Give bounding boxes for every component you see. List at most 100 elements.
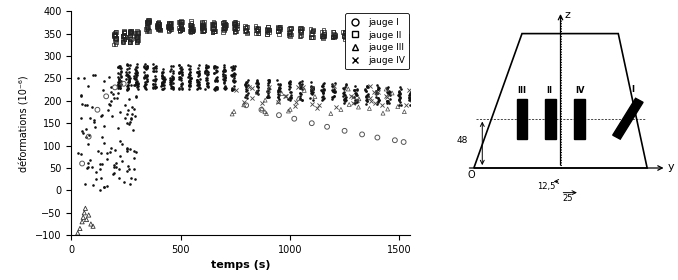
Point — [142, 25, 153, 30]
Point — [316, 29, 327, 34]
Point — [306, 87, 317, 92]
Point — [404, 98, 415, 102]
Point — [152, 24, 163, 28]
Point — [283, 33, 294, 37]
Point — [318, 27, 329, 32]
Point — [197, 21, 207, 25]
Point — [340, 95, 351, 99]
Point — [243, 85, 254, 90]
Point — [339, 129, 350, 133]
Point — [376, 102, 387, 107]
Point — [360, 30, 371, 34]
Point — [218, 26, 228, 31]
Point — [163, 24, 174, 28]
Point — [296, 28, 307, 32]
Point — [95, 162, 106, 166]
Point — [186, 22, 197, 27]
Point — [109, 31, 120, 35]
Point — [380, 94, 391, 98]
Point — [167, 87, 178, 92]
Point — [307, 87, 318, 91]
Point — [147, 85, 158, 89]
Point — [121, 149, 132, 153]
Point — [174, 63, 184, 67]
Point — [150, 74, 161, 78]
Point — [142, 24, 153, 29]
Point — [252, 91, 262, 95]
Point — [241, 28, 252, 33]
Point — [275, 86, 285, 90]
Point — [403, 33, 414, 38]
Point — [176, 82, 187, 87]
Point — [125, 34, 136, 39]
Point — [349, 33, 360, 37]
Point — [117, 34, 128, 38]
Point — [295, 26, 306, 31]
Point — [406, 101, 417, 106]
Point — [384, 37, 395, 41]
Point — [370, 101, 380, 106]
Point — [328, 29, 339, 34]
Point — [165, 80, 176, 85]
Point — [139, 76, 150, 80]
Point — [404, 34, 415, 38]
Point — [163, 25, 174, 30]
Point — [404, 91, 415, 95]
Point — [210, 78, 220, 83]
Point — [305, 80, 316, 84]
Text: 48: 48 — [456, 136, 468, 145]
Point — [383, 89, 394, 94]
Point — [157, 80, 167, 84]
Point — [297, 79, 308, 84]
Point — [131, 68, 142, 73]
Point — [273, 29, 283, 33]
Point — [125, 176, 136, 181]
Point — [102, 157, 113, 161]
Point — [219, 27, 230, 31]
Point — [150, 69, 161, 73]
Point — [393, 33, 404, 38]
Point — [242, 93, 253, 97]
Point — [393, 104, 403, 109]
Point — [201, 83, 212, 88]
Text: y: y — [668, 162, 674, 172]
Point — [351, 91, 361, 96]
Point — [82, 161, 93, 165]
Point — [149, 65, 160, 69]
Point — [309, 94, 320, 99]
Point — [394, 97, 405, 102]
Point — [227, 65, 238, 70]
Point — [184, 73, 195, 78]
Point — [261, 111, 272, 116]
Point — [111, 40, 121, 45]
Point — [165, 76, 176, 80]
Point — [121, 77, 132, 81]
Point — [228, 64, 239, 68]
Point — [220, 86, 231, 91]
Point — [264, 78, 275, 83]
Point — [83, 142, 94, 146]
Point — [131, 80, 142, 85]
Point — [305, 91, 316, 95]
Point — [328, 94, 339, 98]
Point — [383, 38, 394, 43]
Point — [167, 69, 178, 73]
Point — [119, 103, 130, 108]
Point — [306, 32, 317, 36]
Point — [209, 20, 220, 25]
Point — [373, 85, 384, 89]
Point — [340, 31, 351, 35]
Point — [113, 64, 123, 69]
Point — [210, 86, 220, 90]
Point — [203, 64, 214, 69]
Point — [148, 85, 159, 90]
Point — [262, 78, 273, 82]
Point — [125, 37, 136, 41]
Point — [184, 70, 195, 74]
Point — [373, 87, 384, 92]
Point — [90, 124, 101, 129]
Point — [198, 23, 209, 27]
Point — [384, 93, 395, 97]
Point — [372, 96, 383, 101]
Point — [340, 98, 351, 102]
